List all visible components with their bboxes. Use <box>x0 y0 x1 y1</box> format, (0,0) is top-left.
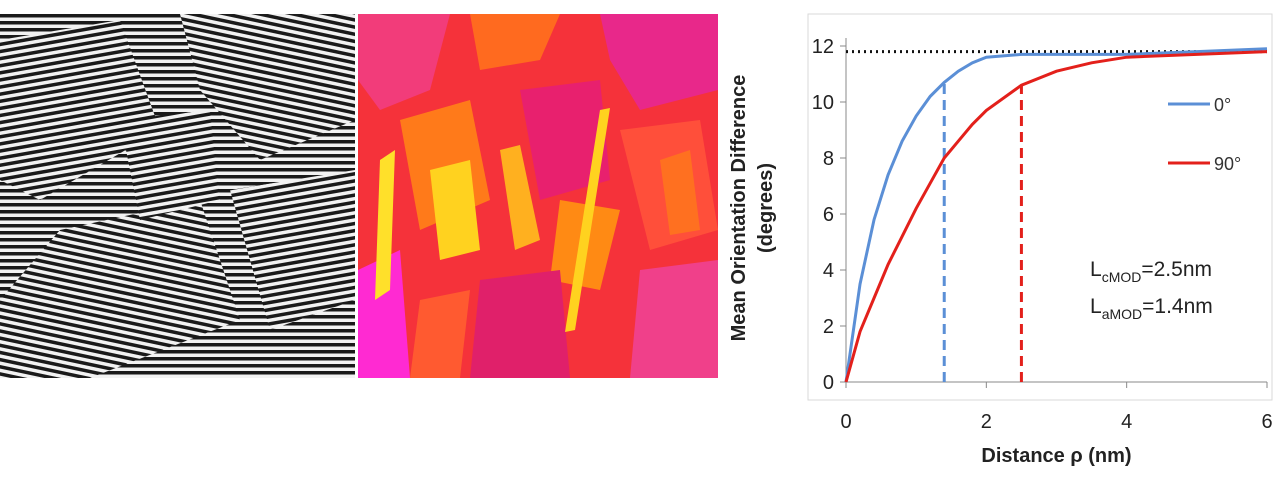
y-tick-label: 2 <box>823 316 834 338</box>
y-tick-label: 0 <box>823 372 834 394</box>
annotation-rest: =2.5nm <box>1141 258 1212 281</box>
y-axis-label: Mean Orientation Difference <box>728 75 750 342</box>
legend-label: 90° <box>1214 154 1241 174</box>
annotation-rest: =1.4nm <box>1142 295 1213 318</box>
y-tick-label: 6 <box>823 204 834 226</box>
annotation: LaMOD=1.4nm <box>1090 295 1213 322</box>
y-tick-label: 8 <box>823 148 834 170</box>
annotation: LcMOD=2.5nm <box>1090 258 1212 285</box>
chart-frame <box>807 13 1273 401</box>
orientation-map <box>358 14 718 378</box>
plot: 0 2 4 6 8 10 12 0 2 4 6 Distance ρ (nm) Mean Orienta… <box>728 36 1273 467</box>
x-tick-label: 2 <box>981 411 992 433</box>
y-tick-label: 12 <box>812 36 834 58</box>
series-line <box>844 50 1268 383</box>
x-tick-label: 6 <box>1261 411 1272 433</box>
x-tick-label: 0 <box>840 411 851 433</box>
y-axis-label: (degrees) <box>755 163 777 253</box>
legend-label: 0° <box>1214 95 1231 115</box>
annotation-sub: cMOD <box>1102 269 1142 285</box>
y-tick-label: 4 <box>823 260 834 282</box>
x-tick-label: 4 <box>1121 411 1132 433</box>
annotation-main: L <box>1090 258 1102 281</box>
stripe-image <box>0 14 355 378</box>
x-axis-label: Distance ρ (nm) <box>981 445 1131 467</box>
annotation-main: L <box>1090 295 1102 318</box>
series-line <box>844 47 1268 383</box>
annotation-sub: aMOD <box>1102 306 1142 322</box>
y-tick-label: 10 <box>812 92 834 114</box>
